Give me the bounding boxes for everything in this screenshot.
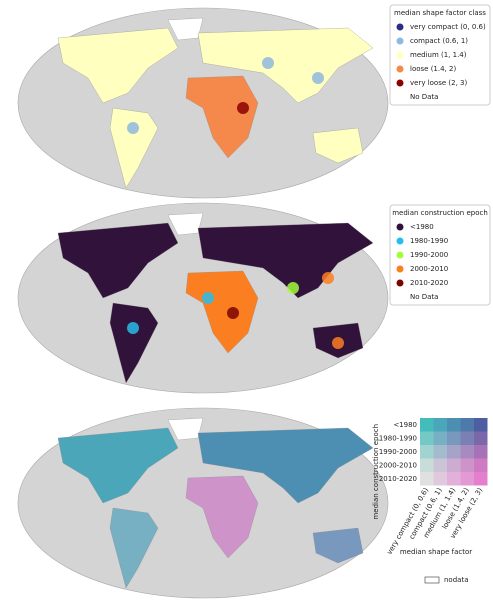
legend-label: medium (1, 1.4) — [410, 51, 467, 59]
legend-label: 2010-2020 — [410, 279, 448, 287]
legend-label: 1990-2000 — [410, 251, 448, 259]
map — [17, 202, 389, 394]
legend-cell — [474, 431, 488, 445]
legend-label: No Data — [410, 93, 438, 101]
row-label: 2000-2010 — [379, 461, 417, 469]
land — [57, 427, 179, 504]
y-title: median construction epoch — [372, 424, 380, 520]
legend-marker — [396, 251, 404, 259]
legend-label: very loose (2, 3) — [410, 79, 467, 87]
legend-cell — [474, 472, 488, 486]
row-label: 1990-2000 — [379, 448, 417, 456]
region-patch — [202, 292, 214, 304]
region-patch — [287, 282, 299, 294]
land — [197, 27, 374, 104]
legend-box — [389, 4, 491, 106]
region-patch — [237, 102, 249, 114]
legend-cell — [433, 431, 447, 445]
legend-cell — [447, 431, 461, 445]
row-label: 1980-1990 — [379, 434, 417, 442]
land — [109, 107, 159, 189]
legend-cell — [447, 418, 461, 432]
row-label: <1980 — [393, 421, 417, 429]
legend-cell — [433, 458, 447, 472]
legend-cell — [447, 445, 461, 459]
legend-marker — [396, 51, 404, 59]
nodata-swatch — [424, 576, 440, 584]
legend-marker — [396, 223, 404, 231]
legend-cell — [433, 445, 447, 459]
legend-cell — [460, 431, 474, 445]
map — [17, 407, 389, 599]
region-patch — [332, 337, 344, 349]
land — [197, 222, 374, 299]
land — [109, 507, 159, 589]
legend-marker — [396, 79, 404, 87]
legend-cell — [474, 458, 488, 472]
legend-cell — [460, 472, 474, 486]
legend-cell — [420, 418, 434, 432]
legend-cell — [433, 418, 447, 432]
legend-marker — [396, 265, 404, 273]
legend-marker — [396, 23, 404, 31]
land — [57, 222, 179, 299]
legend-label: very compact (0, 0.6) — [410, 23, 486, 31]
legend-marker — [396, 37, 404, 45]
legend-label: No Data — [410, 293, 438, 301]
legend-label: 2000-2010 — [410, 265, 448, 273]
land — [167, 17, 204, 41]
region-patch — [322, 272, 334, 284]
land — [197, 427, 374, 504]
land — [312, 127, 364, 164]
legend-cell — [460, 445, 474, 459]
land — [185, 75, 259, 159]
legend-cell — [474, 418, 488, 432]
legend-cell — [460, 418, 474, 432]
legend-label: loose (1.4, 2) — [410, 65, 456, 73]
land — [167, 212, 204, 236]
region-patch — [217, 82, 229, 94]
legend-cell — [420, 445, 434, 459]
x-title: median shape factor — [400, 548, 472, 556]
legend-cell — [447, 458, 461, 472]
legend-label: 1980-1990 — [410, 237, 448, 245]
land — [167, 417, 204, 441]
region-patch — [312, 72, 324, 84]
legend-cell — [433, 472, 447, 486]
land — [312, 527, 364, 564]
region-patch — [227, 307, 239, 319]
nodata-label: nodata — [444, 576, 469, 584]
region-patch — [127, 322, 139, 334]
land — [185, 270, 259, 354]
legend-title: median construction epoch — [392, 209, 488, 217]
legend-cell — [420, 458, 434, 472]
map — [17, 7, 389, 199]
legend-cell — [447, 472, 461, 486]
legend-label: <1980 — [410, 223, 434, 231]
legend-cell — [460, 458, 474, 472]
legend-box — [389, 204, 491, 306]
region-patch — [127, 122, 139, 134]
region-patch — [242, 287, 254, 299]
land — [185, 475, 259, 559]
land — [57, 27, 179, 104]
legend-marker — [396, 279, 404, 287]
legend-cell — [420, 472, 434, 486]
legend-title: median shape factor class — [394, 9, 486, 17]
legend-cell — [474, 445, 488, 459]
legend-label: compact (0.6, 1) — [410, 37, 468, 45]
legend-marker — [396, 237, 404, 245]
land — [109, 302, 159, 384]
legend-marker — [396, 65, 404, 73]
row-label: 2010-2020 — [379, 475, 417, 483]
region-patch — [262, 57, 274, 69]
legend-cell — [420, 431, 434, 445]
